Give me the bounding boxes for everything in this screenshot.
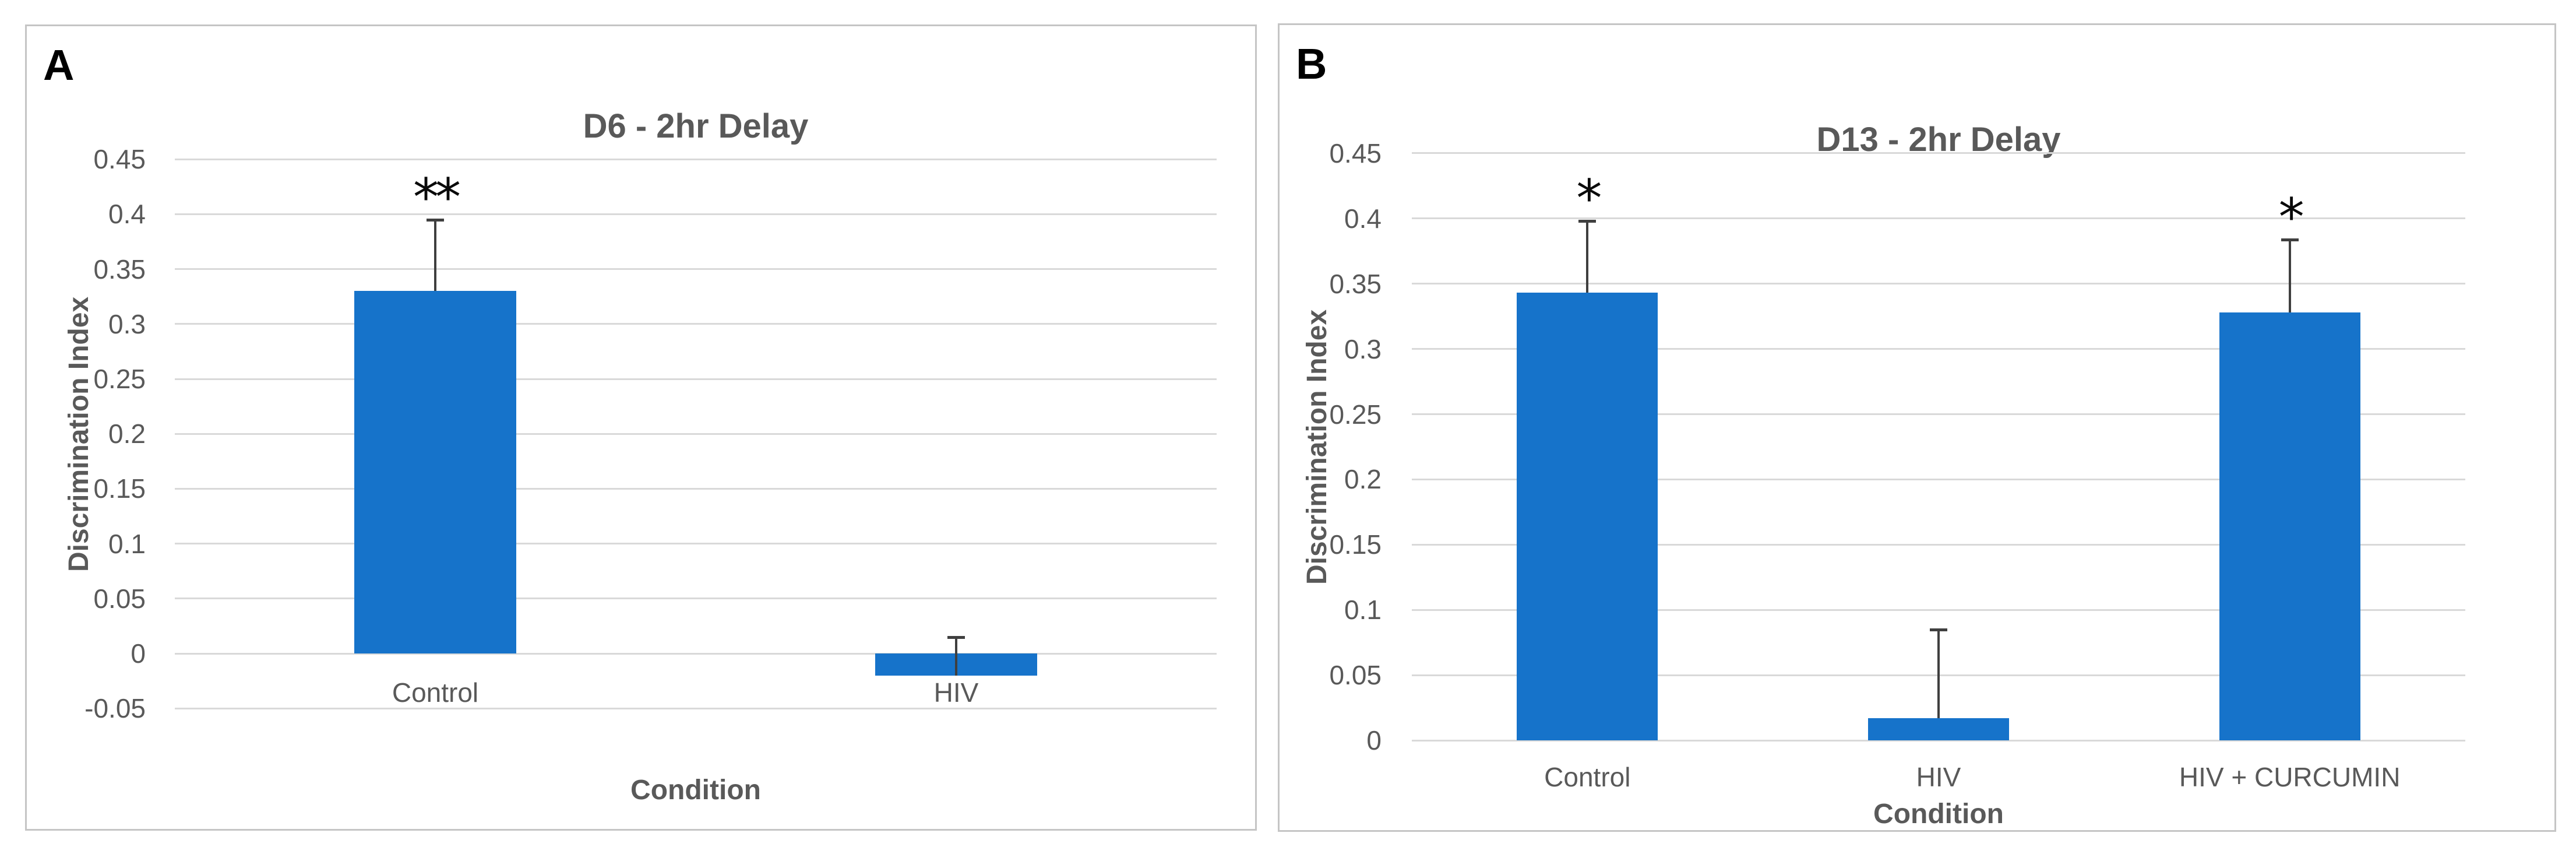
y-tick-label: 0: [131, 638, 146, 669]
y-tick-label: -0.05: [84, 693, 146, 724]
y-tick-label: 0.35: [1329, 268, 1382, 299]
plot-area-a: -0.05 0 0.05 0.1 0.15 0.2 0.25 0.3 0.35 0.4 0.45 Co…: [27, 26, 1255, 829]
gridline: [1412, 413, 2465, 415]
y-tick-label: 0.4: [108, 199, 146, 230]
gridline: [1412, 283, 2465, 285]
plot-area-b: 0 0.05 0.1 0.15 0.2 0.25 0.3 0.35 0.4 0.45 Control…: [1280, 25, 2554, 830]
bar-hiv-curcumin: [2219, 312, 2360, 740]
y-tick-label: 0.1: [108, 528, 146, 559]
error-bar-cap: [947, 635, 965, 639]
gridline: [1412, 152, 2465, 154]
x-category-label: HIV: [1916, 762, 1961, 792]
x-axis-title-a: Condition: [630, 775, 761, 806]
y-tick-label: 0.15: [93, 473, 146, 504]
error-bar-cap: [427, 218, 444, 222]
error-bar-cap: [1930, 628, 1947, 631]
error-bar: [1586, 221, 1589, 293]
bar-control: [354, 291, 516, 653]
gridline: [175, 433, 1217, 435]
panel-b-label: B: [1296, 40, 1327, 88]
y-tick-label: 0.35: [93, 254, 146, 284]
significance-marker: *: [2278, 187, 2304, 247]
error-bar: [1937, 629, 1940, 718]
gridline: [1412, 543, 2465, 546]
gridline: [175, 707, 1217, 709]
gridline: [175, 213, 1217, 215]
gridline: [1412, 609, 2465, 611]
y-tick-label: 0.05: [1329, 660, 1382, 691]
panel-a-label: A: [43, 41, 75, 89]
panel-b: B D13 - 2hr Delay Discrimination Index C…: [1278, 23, 2556, 832]
gridline: [1412, 478, 2465, 480]
x-category-label: HIV: [933, 677, 979, 708]
significance-marker: *: [1576, 168, 1602, 229]
y-tick-label: 0.25: [93, 364, 146, 394]
gridline: [175, 487, 1217, 490]
y-tick-label: 0.05: [93, 583, 146, 614]
y-tick-label: 0.4: [1344, 203, 1382, 234]
chart-title-b: D13 - 2hr Delay: [1816, 121, 2061, 159]
gridline: [175, 158, 1217, 160]
gridline: [175, 652, 1217, 655]
gridline: [1412, 348, 2465, 350]
bar-control: [1517, 293, 1658, 740]
error-bar-cap: [2281, 238, 2299, 241]
x-category-label: Control: [392, 677, 479, 708]
gridline: [175, 378, 1217, 380]
panel-a: A D6 - 2hr Delay Discrimination Index Co…: [25, 24, 1257, 831]
gridline: [1412, 217, 2465, 220]
y-tick-label: 0.1: [1344, 595, 1382, 625]
y-tick-label: 0: [1366, 725, 1382, 755]
error-bar-cap: [1578, 220, 1597, 223]
gridline: [175, 543, 1217, 545]
bar-hiv: [1868, 718, 2009, 740]
chart-title-a: D6 - 2hr Delay: [583, 107, 809, 145]
error-bar: [955, 637, 957, 676]
y-tick-label: 0.3: [1344, 333, 1382, 364]
y-tick-label: 0.3: [108, 308, 146, 339]
gridline: [175, 268, 1217, 270]
y-tick-label: 0.2: [1344, 464, 1382, 495]
gridline: [1412, 739, 2465, 741]
x-axis-title-b: Condition: [1873, 799, 2004, 830]
x-category-label: Control: [1544, 762, 1631, 792]
y-tick-label: 0.45: [1329, 138, 1382, 168]
y-tick-label: 0.15: [1329, 529, 1382, 560]
y-tick-label: 0.25: [1329, 399, 1382, 430]
y-tick-label: 0.45: [93, 144, 146, 175]
y-tick-label: 0.2: [108, 419, 146, 449]
significance-marker: **: [413, 167, 461, 227]
gridline: [175, 323, 1217, 325]
gridline: [175, 598, 1217, 600]
x-category-label: HIV + CURCUMIN: [2179, 762, 2401, 792]
error-bar: [2288, 239, 2291, 312]
error-bar: [434, 219, 436, 291]
